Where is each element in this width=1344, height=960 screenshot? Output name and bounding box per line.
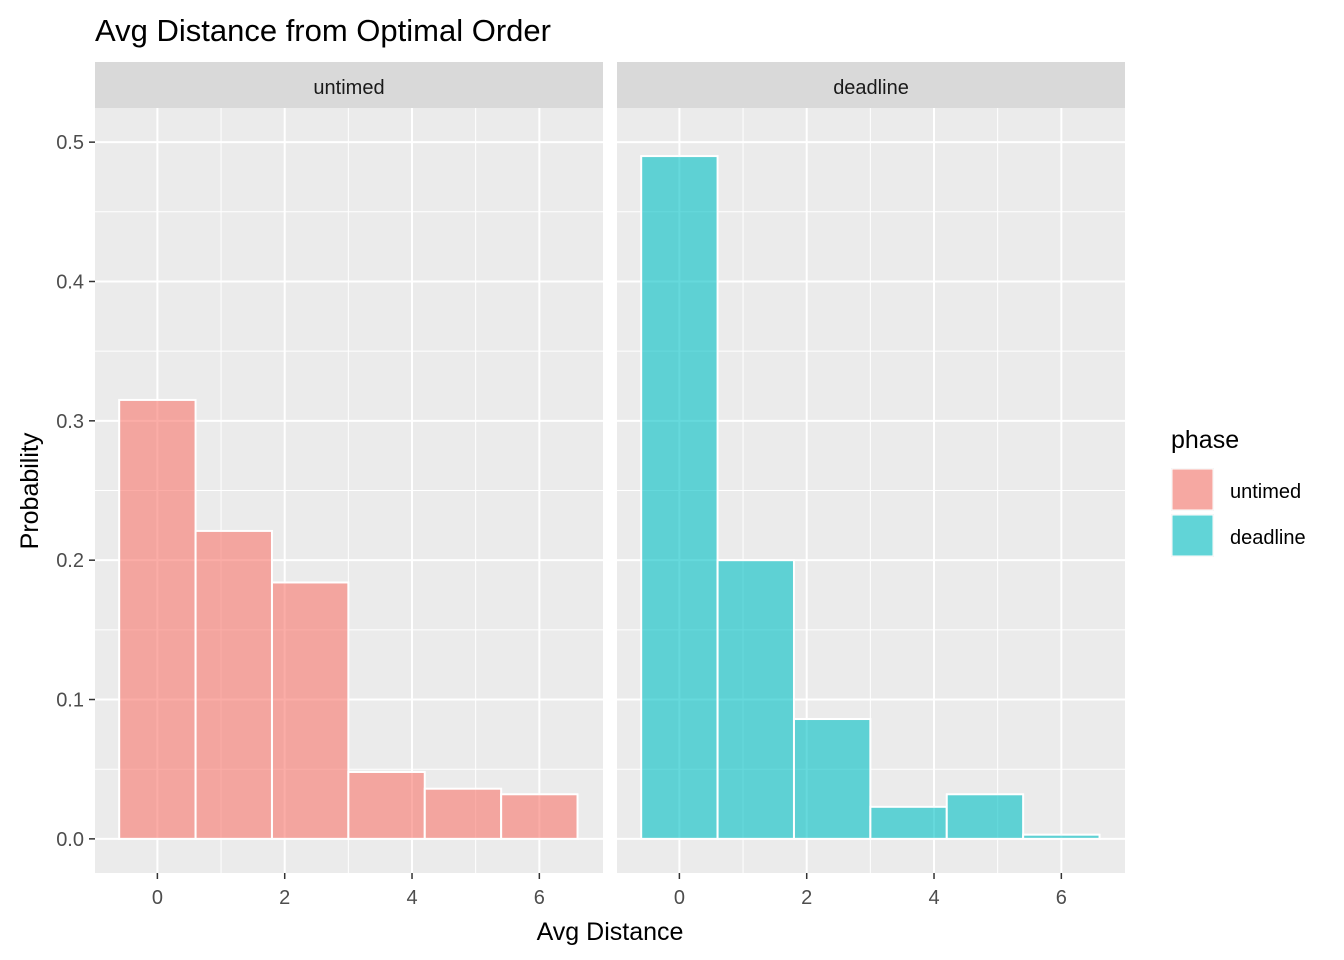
legend-label-deadline: deadline bbox=[1230, 527, 1306, 549]
x-tick-label: 4 bbox=[928, 887, 939, 909]
y-axis: 0.0 0.1 0.2 0.3 0.4 0.5 bbox=[56, 132, 95, 851]
legend-label-untimed: untimed bbox=[1230, 481, 1301, 503]
legend: phase untimed deadline bbox=[1171, 426, 1306, 557]
x-tick-label: 0 bbox=[674, 887, 685, 909]
x-tick-label: 2 bbox=[801, 887, 812, 909]
y-axis-label: Probability bbox=[16, 432, 44, 549]
y-tick-label: 0.5 bbox=[56, 132, 84, 154]
chart-title: Avg Distance from Optimal Order bbox=[95, 13, 551, 48]
panel-untimed: untimed 0 2 4 6 bbox=[95, 62, 603, 909]
y-tick-label: 0.4 bbox=[56, 271, 84, 293]
legend-title: phase bbox=[1171, 426, 1239, 454]
legend-key-untimed bbox=[1171, 468, 1214, 511]
legend-key-deadline bbox=[1171, 514, 1214, 557]
x-tick-label: 6 bbox=[534, 887, 545, 909]
histogram-bar-untimed-5 bbox=[500, 793, 579, 840]
y-tick-label: 0.0 bbox=[56, 829, 84, 851]
facet-strip bbox=[95, 62, 603, 108]
histogram-bar-untimed-4 bbox=[423, 787, 503, 840]
histogram-bar-untimed-3 bbox=[347, 770, 426, 840]
facet-strip-label: deadline bbox=[833, 77, 909, 99]
histogram-bar-deadline-5 bbox=[1022, 833, 1101, 840]
histogram-bar-deadline-2 bbox=[792, 718, 872, 840]
facet-strip-label: untimed bbox=[313, 77, 384, 99]
y-tick-label: 0.2 bbox=[56, 550, 84, 572]
histogram-bar-deadline-1 bbox=[716, 559, 795, 840]
x-tick-label: 4 bbox=[406, 887, 417, 909]
facet-strip bbox=[617, 62, 1125, 108]
y-tick-label: 0.3 bbox=[56, 411, 84, 433]
x-tick-label: 2 bbox=[279, 887, 290, 909]
panel-deadline: deadline 0 2 4 6 bbox=[617, 62, 1125, 909]
y-tick-label: 0.1 bbox=[56, 690, 84, 712]
histogram-bar-untimed-1 bbox=[194, 529, 273, 840]
x-tick-label: 6 bbox=[1056, 887, 1067, 909]
x-tick-label: 0 bbox=[152, 887, 163, 909]
histogram-bar-untimed-0 bbox=[118, 398, 197, 840]
histogram-bar-deadline-4 bbox=[945, 793, 1025, 840]
x-axis-label: Avg Distance bbox=[537, 918, 684, 946]
histogram-bar-deadline-0 bbox=[640, 155, 719, 840]
histogram-bar-untimed-2 bbox=[270, 581, 350, 840]
histogram-bar-deadline-3 bbox=[869, 805, 948, 840]
